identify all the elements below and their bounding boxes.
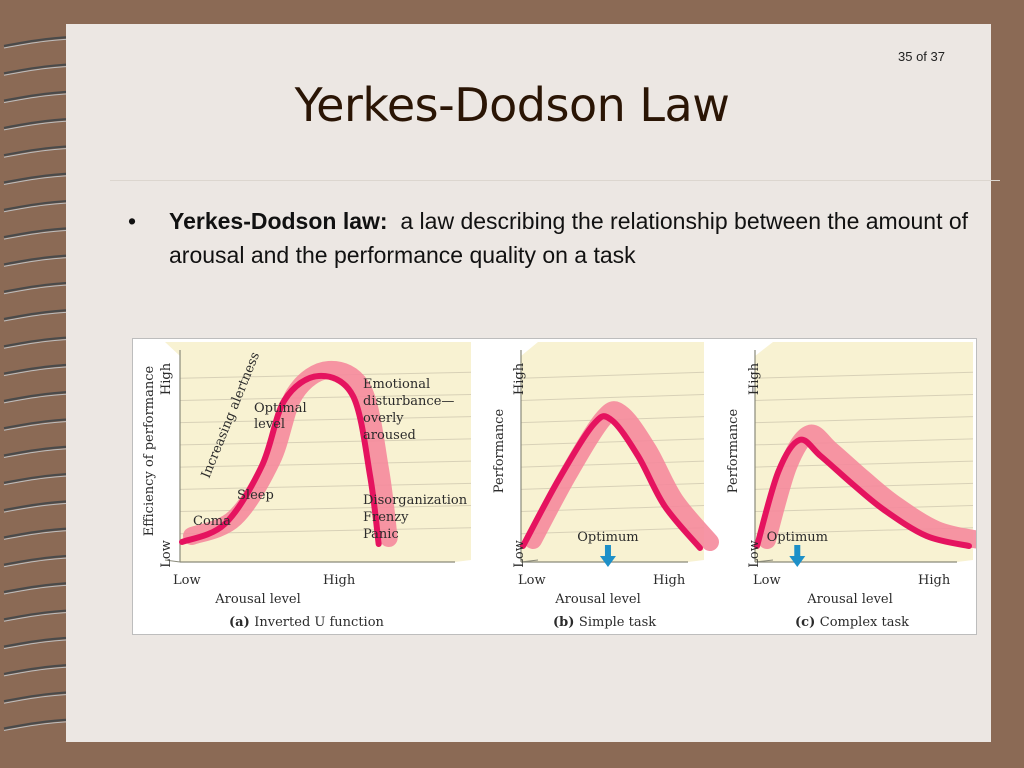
x-tick-low: Low — [173, 573, 201, 588]
y-tick-low: Low — [159, 540, 174, 568]
performance-curve — [754, 436, 972, 549]
y-axis-label: Efficiency of performance — [142, 365, 157, 536]
x-tick-high: High — [918, 573, 951, 588]
performance-curve — [520, 413, 703, 551]
caption-letter: (a) — [229, 615, 254, 630]
performance-curve — [179, 372, 382, 547]
chart-panel-c: Performance Low High Low High Arousal level (c… — [726, 342, 976, 630]
gridline — [179, 460, 472, 468]
gridline — [179, 482, 472, 490]
optimum-arrow-shaft — [604, 545, 611, 557]
bullet-glyph: • — [128, 208, 137, 234]
panel-caption: (a) Inverted U function — [229, 615, 385, 630]
annotation-coma: Coma — [193, 514, 231, 529]
x-tick-low: Low — [518, 573, 546, 588]
y-tick-high: High — [747, 362, 762, 395]
panel-caption: (c) Complex task — [795, 615, 909, 630]
annotation-emotional-disturbance: Emotional — [363, 377, 430, 392]
caption-letter: (c) — [795, 615, 820, 630]
gridline — [754, 393, 974, 401]
gridline — [179, 438, 472, 446]
y-tick-low: Low — [747, 540, 762, 568]
annotation-disorganization: Disorganization — [363, 493, 468, 508]
caption-letter: (b) — [553, 615, 579, 630]
y-tick-high: High — [159, 362, 174, 395]
annotation-disorganization: Frenzy — [363, 510, 409, 525]
title-divider — [110, 180, 1000, 181]
panel-caption: (b) Simple task — [553, 615, 656, 630]
annotation-sleep: Sleep — [237, 488, 274, 503]
caption-text: Inverted U function — [254, 615, 384, 630]
term-definition: a law describing the relationship betwee… — [169, 208, 969, 268]
gridline — [520, 527, 705, 535]
gridline — [520, 460, 705, 468]
x-axis-label: Arousal level — [214, 592, 301, 607]
figure-panel: Efficiency of performance Low High Low High A… — [132, 338, 977, 635]
gridline — [520, 438, 705, 446]
annotation-emotional-disturbance: aroused — [363, 428, 416, 443]
bullet-text: Yerkes-Dodson law: a law describing the … — [169, 204, 969, 272]
annotation-emotional-disturbance: disturbance— — [363, 394, 454, 409]
x-axis-label: Arousal level — [806, 592, 893, 607]
axis-depth-edge — [754, 559, 774, 563]
gridline — [754, 505, 974, 513]
optimum-label: Optimum — [577, 530, 638, 545]
caption-text: Simple task — [579, 615, 656, 630]
annotation-disorganization: Panic — [363, 527, 399, 542]
y-tick-high: High — [512, 362, 527, 395]
gridline — [520, 371, 705, 379]
gridline — [520, 393, 705, 401]
y-axis-label: Performance — [726, 409, 741, 494]
optimum-label: Optimum — [767, 530, 828, 545]
gridline — [179, 393, 472, 401]
gridline — [179, 505, 472, 513]
annotation-optimal-level: Optimal — [254, 401, 307, 416]
x-axis-label: Arousal level — [554, 592, 641, 607]
curve-band — [758, 424, 976, 549]
gridline — [754, 416, 974, 424]
annotation-optimal-level: level — [254, 417, 285, 432]
y-tick-low: Low — [512, 540, 527, 568]
x-tick-low: Low — [753, 573, 781, 588]
gridline — [754, 371, 974, 379]
chart-panel-b: Performance Low High Low High Arousal level (b… — [492, 342, 719, 630]
curve-band — [524, 401, 719, 551]
annotation-emotional-disturbance: overly — [363, 411, 404, 426]
term-label: Yerkes-Dodson law: — [169, 208, 388, 234]
y-axis-label: Performance — [492, 409, 507, 494]
axis-depth-edge — [164, 559, 181, 563]
x-tick-high: High — [653, 573, 686, 588]
axis-depth-edge — [520, 559, 539, 563]
gridline — [179, 416, 472, 424]
slide-number: 35 of 37 — [898, 49, 945, 64]
optimum-arrow-head — [789, 556, 806, 567]
slide-title: Yerkes-Dodson Law — [294, 78, 730, 132]
optimum-arrow-shaft — [794, 545, 801, 557]
optimum-arrow-head — [599, 556, 616, 567]
x-tick-high: High — [323, 573, 356, 588]
caption-text: Complex task — [820, 615, 909, 630]
